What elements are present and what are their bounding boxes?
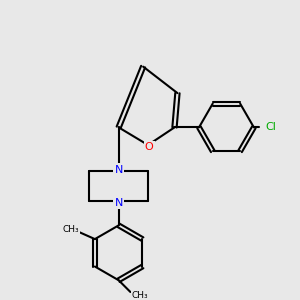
Text: CH₃: CH₃ — [132, 291, 148, 300]
Text: N: N — [115, 198, 123, 208]
Text: N: N — [115, 164, 123, 175]
Text: CH₃: CH₃ — [62, 225, 79, 234]
Text: Cl: Cl — [265, 122, 276, 132]
Text: O: O — [145, 142, 153, 152]
